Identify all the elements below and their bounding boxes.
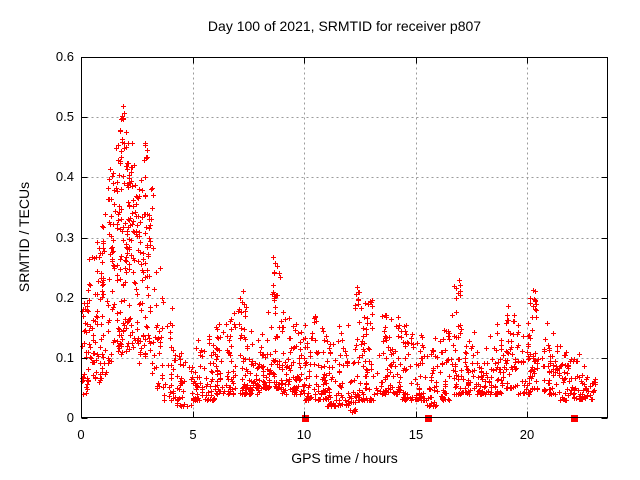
baseline-square (571, 415, 578, 422)
x-axis-label: GPS time / hours (291, 450, 398, 466)
y-tick-label: 0.2 (55, 290, 74, 305)
x-tick-label: 5 (189, 427, 197, 442)
baseline-square (302, 415, 309, 422)
x-tick-label: 10 (296, 427, 312, 442)
x-tick-label: 15 (408, 427, 424, 442)
y-tick-label: 0.1 (55, 350, 74, 365)
scatter-series (80, 104, 598, 415)
y-tick-label: 0.5 (55, 109, 74, 124)
x-tick-label: 0 (77, 427, 85, 442)
chart-title: Day 100 of 2021, SRMTID for receiver p80… (207, 18, 482, 34)
baseline-square (425, 415, 432, 422)
y-tick-label: 0.3 (55, 230, 74, 245)
grid-lines (81, 57, 608, 418)
x-tick-label: 20 (519, 427, 535, 442)
baseline-square-markers (302, 415, 578, 422)
y-tick-label: 0 (66, 410, 74, 425)
plot-border (81, 57, 608, 418)
y-tick-label: 0.6 (55, 49, 74, 64)
y-tick-label: 0.4 (55, 169, 74, 184)
axis-ticks (81, 57, 608, 419)
